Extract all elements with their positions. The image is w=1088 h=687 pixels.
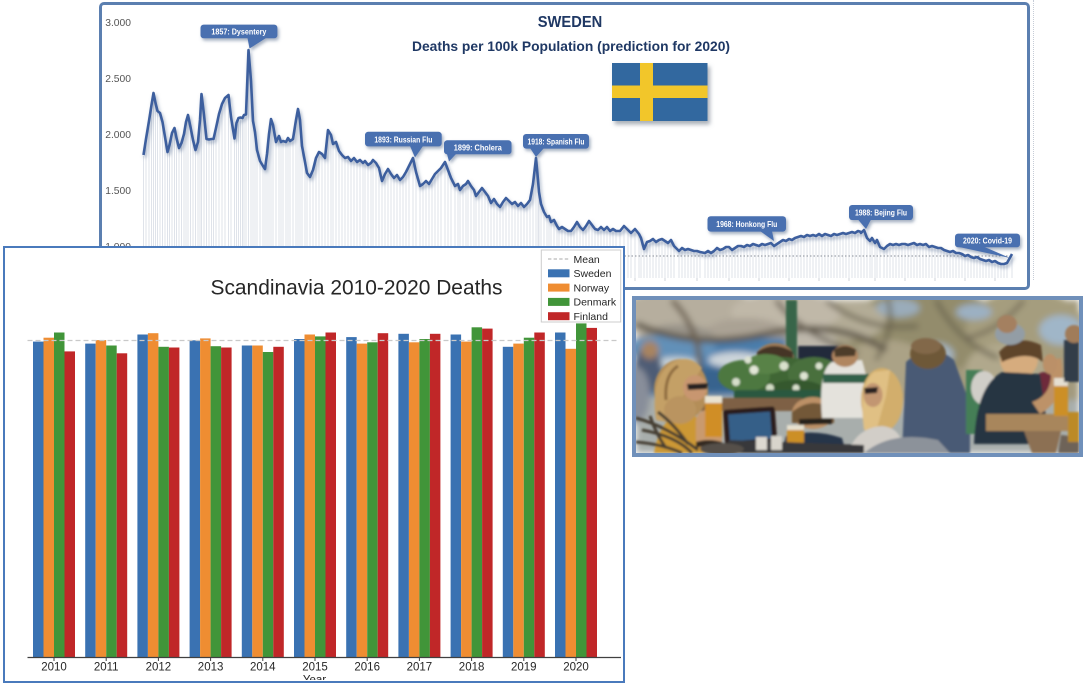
svg-text:2.000: 2.000: [105, 130, 131, 141]
svg-text:2020: Covid-19: 2020: Covid-19: [963, 236, 1012, 246]
svg-text:2015: 2015: [302, 662, 328, 674]
svg-text:2020: 2020: [563, 662, 589, 674]
svg-text:1968: Honkong Flu: 1968: Honkong Flu: [716, 219, 777, 229]
svg-text:Denmark: Denmark: [574, 297, 617, 309]
svg-text:Scandinavia 2010-2020 Deaths: Scandinavia 2010-2020 Deaths: [211, 277, 503, 300]
svg-text:2010: 2010: [41, 662, 67, 674]
svg-text:1.500: 1.500: [105, 186, 131, 197]
svg-text:1988: Bejing Flu: 1988: Bejing Flu: [855, 208, 907, 218]
svg-text:1893: Russian Flu: 1893: Russian Flu: [374, 134, 432, 144]
svg-text:Deaths per 100k Population (pr: Deaths per 100k Population (prediction f…: [412, 38, 730, 54]
svg-text:2019: 2019: [511, 662, 537, 674]
svg-text:1918: Spanish Flu: 1918: Spanish Flu: [528, 137, 585, 147]
svg-text:2017: 2017: [407, 662, 433, 674]
svg-text:2013: 2013: [198, 662, 224, 674]
svg-text:SWEDEN: SWEDEN: [538, 14, 603, 31]
svg-text:Finland: Finland: [574, 311, 609, 323]
svg-text:2012: 2012: [146, 662, 172, 674]
svg-text:2018: 2018: [459, 662, 485, 674]
svg-text:2016: 2016: [354, 662, 380, 674]
svg-text:2.500: 2.500: [105, 74, 131, 85]
svg-text:1857: Dysentery: 1857: Dysentery: [211, 27, 266, 37]
svg-text:Year: Year: [303, 675, 326, 681]
svg-text:Sweden: Sweden: [574, 268, 612, 280]
svg-text:1899: Cholera: 1899: Cholera: [454, 143, 502, 153]
svg-text:2011: 2011: [94, 662, 119, 674]
svg-text:Mean: Mean: [574, 254, 600, 266]
svg-text:2014: 2014: [250, 662, 276, 674]
svg-text:Norway: Norway: [574, 282, 610, 294]
svg-text:3.000: 3.000: [105, 18, 131, 29]
